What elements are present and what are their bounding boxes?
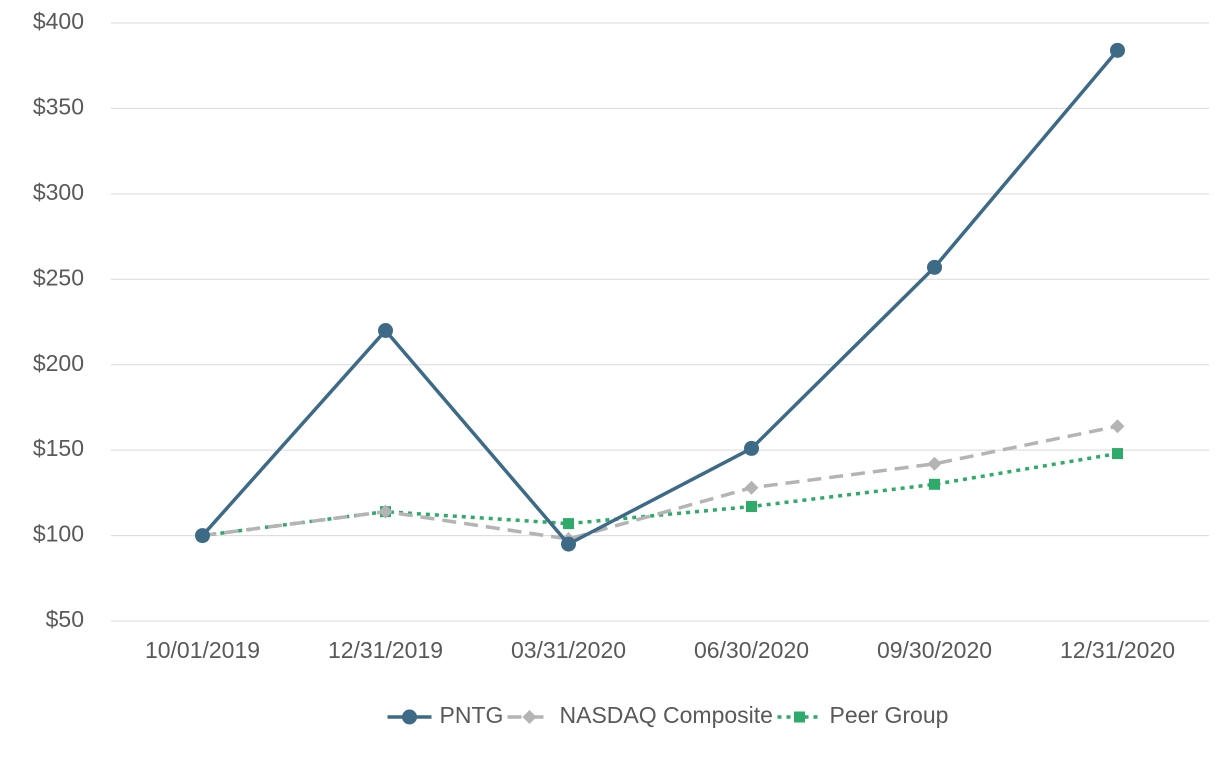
series-line bbox=[201, 49, 1119, 547]
data-point bbox=[1110, 42, 1125, 58]
x-tick-label: 06/30/2020 bbox=[694, 637, 809, 663]
data-point bbox=[927, 259, 942, 275]
x-tick-label: 12/31/2019 bbox=[328, 637, 443, 663]
legend-label: Peer Group bbox=[830, 702, 949, 728]
data-point bbox=[744, 440, 759, 456]
legend-label: PNTG bbox=[440, 702, 504, 728]
legend-marker bbox=[794, 711, 805, 723]
data-point bbox=[927, 456, 942, 471]
data-point bbox=[378, 323, 393, 339]
y-tick-label: $50 bbox=[46, 606, 84, 632]
data-point bbox=[1112, 448, 1123, 460]
legend-marker bbox=[402, 709, 417, 725]
data-point bbox=[1110, 419, 1125, 434]
series-line bbox=[202, 424, 1118, 541]
data-point bbox=[378, 504, 393, 519]
y-tick-label: $150 bbox=[33, 435, 84, 461]
x-tick-label: 09/30/2020 bbox=[877, 637, 992, 663]
y-tick-label: $300 bbox=[33, 179, 84, 205]
data-point bbox=[744, 480, 759, 495]
y-tick-label: $350 bbox=[33, 94, 84, 120]
data-point bbox=[561, 536, 576, 552]
x-tick-label: 03/31/2020 bbox=[511, 637, 626, 663]
y-tick-label: $100 bbox=[33, 521, 84, 547]
y-tick-label: $400 bbox=[33, 8, 84, 34]
x-tick-label: 10/01/2019 bbox=[145, 637, 260, 663]
legend-marker bbox=[522, 710, 537, 724]
y-tick-label: $250 bbox=[33, 264, 84, 290]
y-tick-label: $200 bbox=[33, 350, 84, 376]
data-point bbox=[563, 518, 574, 530]
x-tick-label: 12/31/2020 bbox=[1060, 637, 1175, 663]
data-point bbox=[195, 528, 210, 544]
legend-label: NASDAQ Composite bbox=[560, 702, 773, 728]
data-point bbox=[929, 478, 940, 490]
data-point bbox=[746, 501, 757, 513]
